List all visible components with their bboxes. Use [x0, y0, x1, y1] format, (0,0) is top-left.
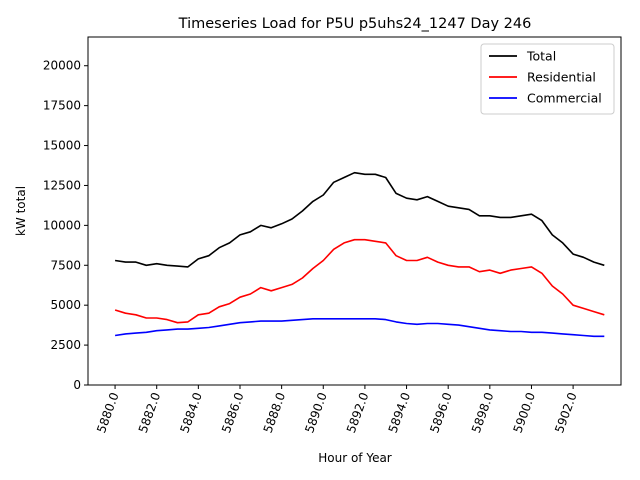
y-tick-label: 7500 [50, 258, 81, 272]
y-tick-label: 0 [73, 378, 81, 392]
series-line-total [114, 171, 605, 268]
y-tick-label: 10000 [43, 218, 81, 232]
x-axis-title: Hour of Year [318, 451, 392, 465]
legend-label-commercial: Commercial [527, 91, 602, 106]
legend-label-residential: Residential [527, 70, 596, 85]
plot-frame [87, 36, 622, 386]
y-axis-title: kW total [14, 186, 28, 236]
series-line-commercial [114, 317, 605, 338]
legend-label-total: Total [526, 49, 556, 64]
legend-box [480, 43, 615, 115]
y-tick-label: 2500 [50, 338, 81, 352]
y-tick-label: 20000 [43, 59, 81, 73]
y-tick-label: 5000 [50, 298, 81, 312]
y-tick-label: 17500 [43, 99, 81, 113]
series-line-residential [114, 238, 605, 324]
y-tick-label: 12500 [43, 178, 81, 192]
chart-title: Timeseries Load for P5U p5uhs24_1247 Day… [178, 16, 532, 32]
y-tick-label: 15000 [43, 139, 81, 153]
legend: Total Residential Commercial [480, 43, 615, 115]
